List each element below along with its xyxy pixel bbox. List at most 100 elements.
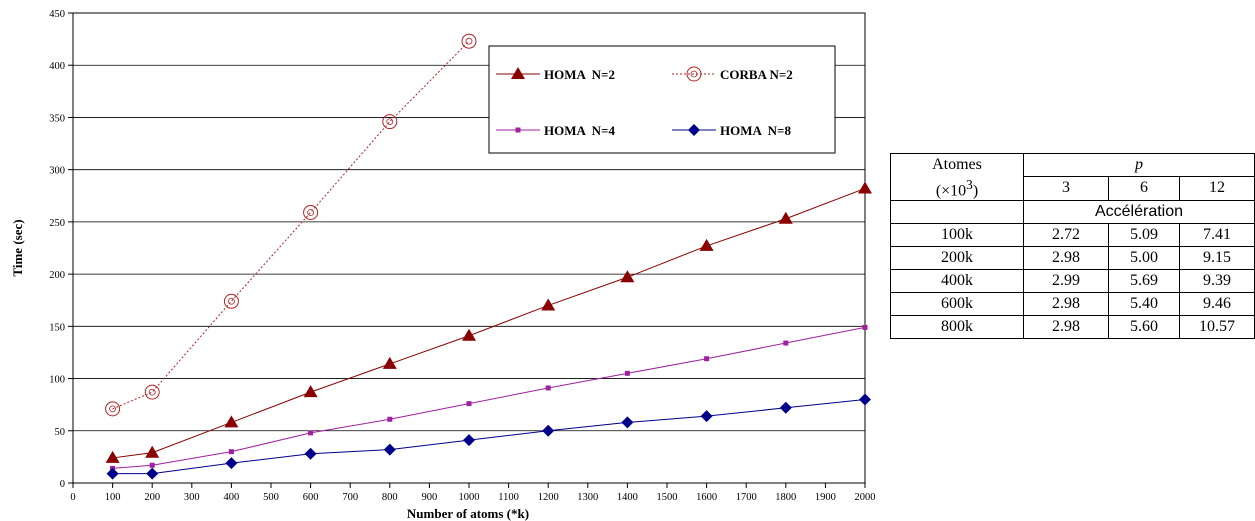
legend-label: CORBA N=2	[720, 67, 793, 82]
value-cell: 2.98	[1023, 245, 1109, 270]
x-tick-label: 1900	[815, 492, 836, 503]
x-tick-label: 400	[224, 492, 240, 503]
data-point	[545, 385, 551, 391]
table-row: 600k 2.98 5.40 9.46	[890, 291, 1255, 316]
value-cell: 10.57	[1179, 314, 1255, 339]
series-line	[112, 40, 470, 410]
data-point	[542, 424, 555, 437]
data-point	[304, 447, 317, 460]
y-axis-ticks: 0 50 100 150 200 250 300 350 400 450	[49, 9, 73, 490]
data-point	[859, 393, 871, 406]
data-point	[783, 340, 789, 346]
value-cell: 7.41	[1179, 222, 1255, 247]
data-point	[383, 443, 396, 456]
value-cell: 2.98	[1023, 314, 1109, 339]
data-point	[699, 238, 714, 251]
metric-label: Accélération	[1023, 199, 1255, 224]
x-tick-label: 1300	[577, 492, 598, 503]
data-point	[700, 410, 713, 423]
data-point	[704, 356, 710, 362]
x-tick-label: 800	[382, 492, 398, 503]
data-point	[303, 204, 319, 220]
x-tick-label: 1200	[538, 492, 559, 503]
atoms-unit-exponent: 3	[966, 176, 973, 192]
data-point	[382, 114, 398, 130]
x-tick-label: 1100	[498, 492, 519, 503]
atoms-unit-prefix: (×10	[935, 181, 967, 199]
value-cell: 2.99	[1023, 268, 1109, 293]
data-point	[146, 467, 159, 480]
data-point	[778, 211, 793, 224]
data-point	[224, 415, 239, 428]
x-axis-ticks: 0 100 200 300 400 500 600 700 800 900 1000 1100 1200…	[70, 483, 876, 503]
data-point	[541, 298, 556, 311]
x-tick-label: 1000	[459, 492, 480, 503]
series-4	[106, 393, 871, 480]
legend-swatch-marker	[515, 127, 521, 133]
x-tick-label: 300	[184, 492, 200, 503]
series-layer	[105, 33, 872, 480]
value-cell: 9.15	[1179, 245, 1255, 270]
y-tick-label: 0	[60, 479, 65, 490]
value-cell: 5.09	[1108, 222, 1180, 247]
atoms-cell: 200k	[890, 245, 1024, 270]
atoms-unit-header: (×103)	[890, 176, 1024, 201]
y-axis-title: Time (sec)	[10, 219, 25, 276]
p-value-header: 12	[1179, 176, 1255, 201]
data-point	[382, 356, 397, 369]
data-point	[463, 434, 475, 447]
y-tick-label: 350	[49, 113, 65, 124]
p-header-label: p	[1135, 156, 1143, 173]
data-point	[624, 370, 630, 376]
table-header-row-2: (×103) 3 6 12	[890, 176, 1255, 201]
data-point	[225, 457, 238, 470]
atoms-header: Atomes	[890, 153, 1024, 177]
p-value-header: 3	[1023, 176, 1109, 201]
legend: HOMA N=2 CORBA N=2 HOMA N=4 HOMA N=8	[488, 45, 836, 154]
value-cell: 9.39	[1179, 268, 1255, 293]
p-value-header: 6	[1108, 176, 1180, 201]
atoms-cell: 400k	[890, 268, 1024, 293]
data-point	[106, 467, 119, 480]
data-point	[144, 384, 160, 400]
data-point	[620, 270, 635, 283]
legend-item: HOMA N=2	[496, 67, 615, 82]
y-tick-label: 200	[49, 270, 65, 281]
legend-label: HOMA N=2	[544, 67, 615, 82]
table-row: 800k 2.98 5.60 10.57	[890, 314, 1255, 339]
value-cell: 5.60	[1108, 314, 1180, 339]
legend-swatch-marker	[686, 66, 702, 82]
series-1	[105, 181, 872, 463]
x-tick-label: 1500	[657, 492, 678, 503]
y-tick-label: 400	[49, 61, 65, 72]
data-point	[387, 416, 393, 422]
x-tick-label: 700	[342, 492, 358, 503]
data-point	[223, 293, 239, 309]
data-point	[466, 401, 472, 407]
x-tick-label: 100	[105, 492, 121, 503]
data-point	[149, 462, 155, 468]
y-tick-label: 300	[49, 166, 65, 177]
data-point	[105, 450, 120, 463]
series-2	[105, 33, 477, 417]
table-header-row-1: Atomes p	[890, 153, 1255, 177]
data-point	[461, 33, 477, 49]
x-axis-title: Number of atoms (*k)	[407, 506, 529, 521]
y-tick-label: 50	[55, 427, 66, 438]
atoms-header-label: Atomes	[932, 156, 982, 174]
table-metric-row: Accélération	[890, 199, 1255, 224]
value-cell: 2.72	[1023, 222, 1109, 247]
y-tick-label: 450	[49, 9, 65, 20]
data-point	[145, 445, 160, 458]
legend-box	[488, 45, 836, 154]
atoms-cell: 100k	[890, 222, 1024, 247]
data-point	[858, 181, 872, 194]
y-tick-label: 250	[49, 218, 65, 229]
legend-swatch-marker	[688, 124, 700, 136]
legend-item: HOMA N=8	[672, 123, 791, 138]
value-cell: 2.98	[1023, 291, 1109, 316]
x-tick-label: 600	[303, 492, 319, 503]
atoms-unit-suffix: )	[972, 181, 979, 199]
data-point	[308, 430, 314, 436]
x-tick-label: 1400	[617, 492, 638, 503]
